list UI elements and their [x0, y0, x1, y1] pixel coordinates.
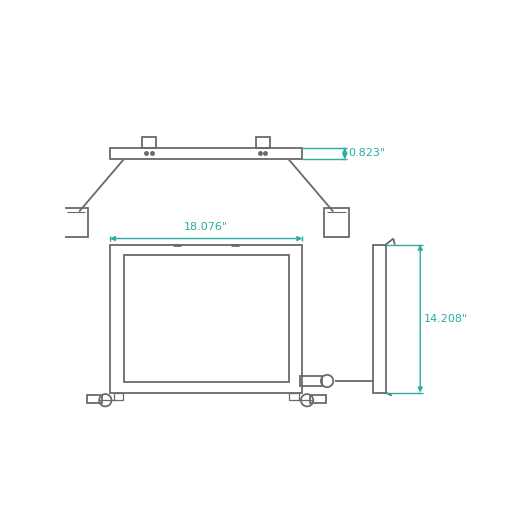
- Bar: [373, 245, 386, 393]
- Bar: [310, 395, 326, 402]
- Bar: [110, 245, 303, 393]
- Text: 14.208": 14.208": [424, 314, 468, 324]
- Bar: [289, 393, 298, 400]
- Bar: [300, 376, 322, 387]
- Text: 18.076": 18.076": [184, 222, 228, 232]
- Bar: [87, 395, 102, 402]
- Bar: [114, 393, 123, 400]
- Bar: [324, 208, 349, 237]
- Bar: [142, 137, 156, 147]
- Bar: [124, 255, 289, 382]
- Bar: [256, 137, 270, 147]
- Text: 0.823": 0.823": [349, 148, 386, 158]
- Bar: [110, 147, 303, 159]
- Bar: [63, 208, 89, 237]
